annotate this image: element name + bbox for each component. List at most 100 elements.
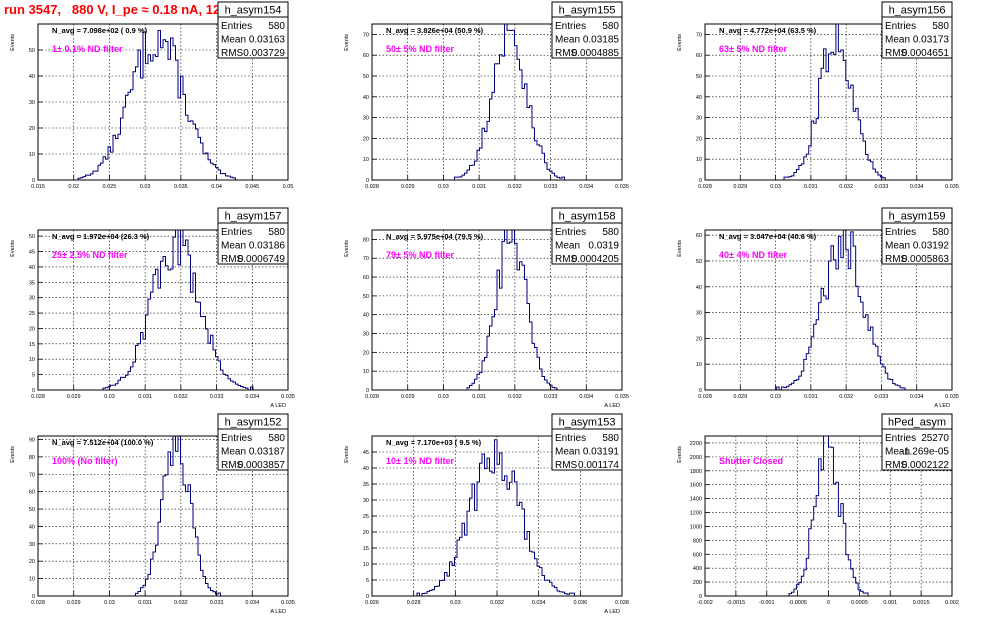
y-tick-label: 0 xyxy=(32,594,35,600)
x-tick-label: 0.032 xyxy=(839,394,853,400)
y-tick-label: 10 xyxy=(363,562,369,568)
y-tick-label: 10 xyxy=(696,362,702,368)
y-tick-label: 70 xyxy=(363,32,369,38)
y-tick-label: 50 xyxy=(363,74,369,80)
y-tick-label: 5 xyxy=(366,578,369,584)
y-tick-label: 15 xyxy=(29,342,35,348)
histogram-panel-h_asym158: 0.028 0.029 0.03 0.031 0.032 0.033 0.034 0.035 0… xyxy=(344,207,629,409)
stats-rms-value: 0.003729 xyxy=(243,48,285,59)
stats-mean-label: Mean xyxy=(221,35,246,46)
y-tick-label: 30 xyxy=(29,100,35,106)
stats-mean-value: 0.03187 xyxy=(249,447,286,458)
y-tick-label: 0 xyxy=(699,594,702,600)
y-tick-label: 50 xyxy=(363,294,369,300)
y-tick-label: 400 xyxy=(693,566,702,572)
histogram-line xyxy=(372,439,622,597)
y-tick-label: 20 xyxy=(29,559,35,565)
x-tick-label: 0.03 xyxy=(104,600,115,606)
y-tick-label: 20 xyxy=(29,126,35,132)
stats-mean-value: 0.03192 xyxy=(913,241,950,252)
x-tick-label: 0.002 xyxy=(945,600,959,606)
x-tick-label: 0.029 xyxy=(401,184,415,190)
x-tick-label: -0.001 xyxy=(759,600,775,606)
y-axis-label: Events xyxy=(344,446,350,463)
x-tick-label: 0.028 xyxy=(365,394,379,400)
stats-entries-label: Entries xyxy=(885,227,916,238)
y-tick-label: 45 xyxy=(363,450,369,456)
x-tick-label: 0.033 xyxy=(210,394,224,400)
y-tick-label: 30 xyxy=(363,332,369,338)
histogram-panel-hPed_asym: -0.002 -0.0015 -0.001 -0.0005 0 0.0005 0.001 0.… xyxy=(677,413,959,606)
navg-label: N_avg = 7.098e+02 ( 0.9 %) xyxy=(52,26,148,35)
stats-title: h_asym153 xyxy=(559,417,616,429)
x-tick-label: 0.028 xyxy=(407,600,421,606)
navg-label: N_avg = 4.772e+04 (63.5 %) xyxy=(719,26,817,35)
stats-rms-label: RMS xyxy=(221,254,244,265)
x-tick-label: 0.029 xyxy=(733,394,747,400)
x-tick-label: 0.033 xyxy=(544,184,558,190)
y-tick-label: 20 xyxy=(363,530,369,536)
y-tick-label: 35 xyxy=(29,280,35,286)
stats-box xyxy=(881,207,953,265)
x-tick-label: 0.029 xyxy=(67,394,81,400)
y-tick-label: 50 xyxy=(696,259,702,265)
stats-entries-value: 580 xyxy=(602,433,619,444)
stats-entries-label: Entries xyxy=(555,433,586,444)
stats-box xyxy=(551,207,623,265)
x-tick-label: 0.036 xyxy=(573,600,587,606)
histogram-panel-h_asym155: 0.028 0.029 0.03 0.031 0.032 0.033 0.034 0.035 0… xyxy=(344,1,629,190)
stats-mean-value: 0.03163 xyxy=(249,35,286,46)
x-tick-label: 0.02 xyxy=(68,184,79,190)
y-tick-label: 45 xyxy=(29,250,35,256)
y-tick-label: 200 xyxy=(693,580,702,586)
stats-title: h_asym158 xyxy=(559,211,616,223)
x-tick-label: 0.015 xyxy=(31,184,45,190)
y-tick-label: 80 xyxy=(29,455,35,461)
plot-frame xyxy=(37,435,289,597)
y-tick-label: 70 xyxy=(363,256,369,262)
plot-frame xyxy=(704,23,953,181)
x-tick-label: 0.03 xyxy=(438,394,449,400)
x-tick-label: 0.033 xyxy=(210,600,224,606)
stats-rms-value: 0.0004651 xyxy=(902,48,950,59)
y-tick-label: 10 xyxy=(363,369,369,375)
y-axis-label: Events xyxy=(677,446,683,463)
navg-label: N_avg = 3.826e+04 (50.9 %) xyxy=(386,26,484,35)
x-tick-label: 0.03 xyxy=(770,184,781,190)
y-tick-label: 0 xyxy=(32,178,35,184)
filter-annotation: 25± 2.5% ND filter xyxy=(52,250,128,260)
y-tick-label: 0 xyxy=(699,388,702,394)
x-tick-label: -0.002 xyxy=(697,600,713,606)
y-tick-label: 60 xyxy=(363,275,369,281)
stats-box xyxy=(551,1,623,59)
y-tick-label: 60 xyxy=(363,53,369,59)
x-tick-label: 0.026 xyxy=(365,600,379,606)
x-axis-label: A LED xyxy=(604,609,620,615)
y-tick-label: 25 xyxy=(29,311,35,317)
x-tick-label: 0.031 xyxy=(138,394,152,400)
stats-mean-label: Mean xyxy=(221,241,246,252)
y-axis-label: Events xyxy=(344,34,350,51)
stats-title: hPed_asym xyxy=(888,417,946,429)
y-tick-label: 40 xyxy=(696,95,702,101)
y-tick-label: 30 xyxy=(29,542,35,548)
x-tick-label: 0.032 xyxy=(508,394,522,400)
y-tick-label: 10 xyxy=(363,157,369,163)
stats-mean-value: 0.0319 xyxy=(588,241,619,252)
x-tick-label: 0.035 xyxy=(945,184,959,190)
filter-annotation: 50± 5% ND filter xyxy=(386,44,454,54)
y-tick-label: 50 xyxy=(696,74,702,80)
x-tick-label: 0.04 xyxy=(211,184,222,190)
stats-entries-label: Entries xyxy=(885,433,916,444)
stats-title: h_asym156 xyxy=(889,5,946,17)
x-tick-label: 0.0015 xyxy=(913,600,930,606)
stats-entries-value: 25270 xyxy=(921,433,949,444)
x-tick-label: 0.034 xyxy=(910,184,924,190)
stats-mean-label: Mean xyxy=(885,447,910,458)
y-axis-label: Events xyxy=(10,34,16,51)
y-axis-label: Events xyxy=(10,240,16,257)
x-axis-label: A LED xyxy=(934,403,950,409)
y-tick-label: 40 xyxy=(29,74,35,80)
stats-mean-value: 0.03185 xyxy=(583,35,620,46)
